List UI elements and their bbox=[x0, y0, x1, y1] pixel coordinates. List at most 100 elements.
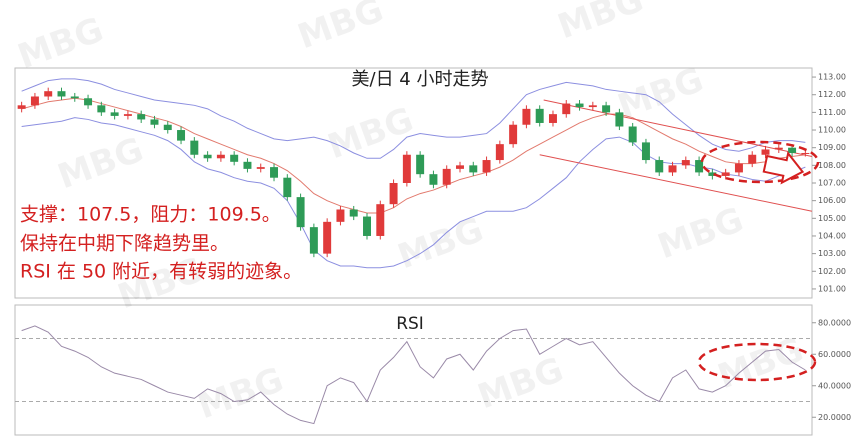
y-tick-label: 80.0000 bbox=[818, 318, 851, 327]
candle-body bbox=[416, 154, 425, 175]
candle-body bbox=[761, 149, 770, 155]
candle-body bbox=[150, 119, 159, 125]
candle-body bbox=[336, 209, 345, 222]
candle-body bbox=[602, 105, 611, 113]
y-tick-label: 109.00 bbox=[818, 143, 846, 152]
candle-body bbox=[296, 197, 305, 228]
y-tick-label: 112.00 bbox=[818, 90, 846, 99]
candle-body bbox=[110, 112, 119, 116]
candle-body bbox=[402, 154, 411, 183]
candle-body bbox=[84, 98, 93, 106]
band-line bbox=[21, 117, 806, 269]
watermark: MBG bbox=[13, 10, 109, 78]
y-tick-label: 20.0000 bbox=[818, 413, 851, 422]
annotation: RSI 在 50 附近，有转弱的迹象。 bbox=[20, 261, 302, 283]
watermark: MBG bbox=[53, 130, 149, 198]
watermark: MBG bbox=[553, 0, 649, 47]
rsi-title: RSI bbox=[396, 314, 424, 334]
candle-body bbox=[230, 154, 239, 162]
candle-body bbox=[788, 147, 797, 153]
y-tick-label: 113.00 bbox=[818, 73, 846, 82]
candle-body bbox=[389, 183, 398, 205]
y-tick-label: 103.00 bbox=[818, 249, 846, 258]
candle-body bbox=[309, 227, 318, 254]
rsi-panel: 20.0000 40.0000 60.0000 80.0000 bbox=[15, 318, 851, 425]
candle-body bbox=[270, 167, 279, 178]
candle-body bbox=[323, 221, 332, 254]
candle-body bbox=[668, 165, 677, 173]
candle-body bbox=[456, 165, 464, 169]
rsi-frame bbox=[14, 304, 813, 436]
candle-body bbox=[695, 160, 704, 173]
candle-body bbox=[748, 154, 757, 164]
candle-body bbox=[349, 209, 358, 217]
candle-body bbox=[17, 105, 26, 109]
candle-body bbox=[708, 172, 717, 176]
candle-body bbox=[655, 160, 664, 173]
watermark: MBG bbox=[653, 200, 749, 268]
y-tick-label: 60.0000 bbox=[818, 350, 851, 359]
candle-body bbox=[522, 108, 531, 125]
candle-body bbox=[774, 147, 783, 150]
trendline bbox=[539, 154, 813, 212]
y-tick-label: 107.00 bbox=[818, 179, 846, 188]
y-tick-label: 101.00 bbox=[818, 284, 846, 293]
highlight-ellipse bbox=[700, 140, 820, 184]
highlight-ellipse bbox=[697, 342, 817, 382]
candle-body bbox=[243, 161, 252, 169]
price-panel: 101.00 102.00 103.00 104.00 105.00 106.00 107.… bbox=[17, 73, 846, 293]
candle-body bbox=[283, 177, 292, 198]
candle-body bbox=[469, 165, 478, 173]
candle-body bbox=[429, 174, 438, 185]
candle-body bbox=[588, 105, 597, 108]
rsi-line bbox=[21, 325, 806, 425]
candle-body bbox=[123, 114, 132, 116]
band-line bbox=[21, 97, 806, 214]
candle-body bbox=[562, 103, 571, 115]
candle-body bbox=[97, 105, 106, 113]
candle-body bbox=[734, 163, 743, 173]
candle-body bbox=[70, 96, 79, 99]
candle-body bbox=[190, 140, 199, 155]
candle-body bbox=[721, 172, 730, 176]
candle-body bbox=[216, 154, 225, 159]
candle-body bbox=[163, 124, 172, 131]
y-tick-label: 106.00 bbox=[818, 196, 846, 205]
candle-body bbox=[575, 103, 584, 108]
candle-body bbox=[57, 91, 66, 97]
y-tick-label: 40.0000 bbox=[818, 381, 851, 390]
candle-body bbox=[681, 160, 690, 166]
candle-body bbox=[509, 124, 518, 145]
y-tick-label: 102.00 bbox=[818, 267, 846, 276]
y-tick-label: 111.00 bbox=[818, 108, 846, 117]
candle-body bbox=[628, 126, 637, 143]
candle-body bbox=[548, 114, 557, 123]
candle-body bbox=[44, 91, 53, 97]
annotation: 支撑：107.5，阻力：109.5。 bbox=[20, 204, 281, 226]
candle-body bbox=[801, 152, 810, 154]
candle-body bbox=[363, 216, 371, 236]
y-tick-label: 104.00 bbox=[818, 231, 846, 240]
annotation: 保持在中期下降趋势里。 bbox=[20, 233, 229, 255]
candle-body bbox=[137, 114, 146, 120]
candle-body bbox=[203, 154, 212, 159]
candle-body bbox=[30, 96, 39, 106]
trendline bbox=[543, 99, 813, 158]
candle-body bbox=[495, 144, 504, 161]
watermark: MBG bbox=[473, 350, 569, 418]
chart-title: 美/日 4 小时走势 bbox=[352, 69, 489, 90]
y-tick-label: 108.00 bbox=[818, 161, 846, 170]
candle-body bbox=[482, 160, 491, 173]
candle-body bbox=[615, 112, 624, 127]
candle-body bbox=[535, 108, 544, 123]
candle-body bbox=[442, 168, 451, 185]
watermark: MBG bbox=[193, 360, 289, 428]
band-line bbox=[21, 78, 806, 159]
watermark: MBG bbox=[293, 0, 389, 57]
y-tick-label: 105.00 bbox=[818, 214, 846, 223]
candle-body bbox=[641, 142, 650, 161]
candle-body bbox=[177, 130, 186, 141]
y-tick-label: 110.00 bbox=[818, 126, 846, 135]
watermark: MBG bbox=[393, 210, 489, 278]
